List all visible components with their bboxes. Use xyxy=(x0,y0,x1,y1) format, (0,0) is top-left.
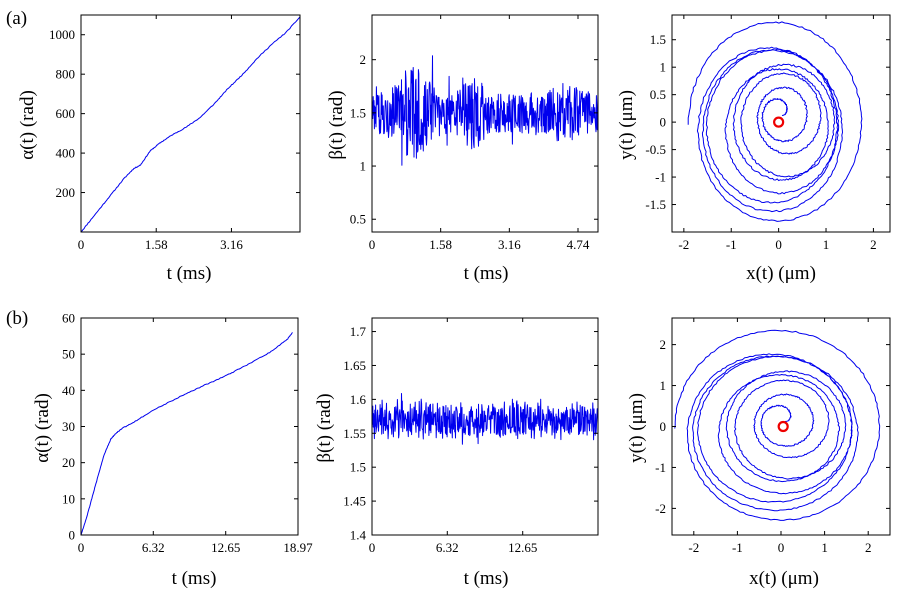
xlabel-b3: x(t) (μm) xyxy=(749,568,819,589)
xtick-label-b1-2: 12.65 xyxy=(211,540,240,555)
ytick-label-a1-2: 600 xyxy=(56,106,76,121)
ytick-label-b1-6: 60 xyxy=(62,311,75,326)
xtick-label-b3-3: 1 xyxy=(821,540,828,555)
xtick-label-a3-0: -2 xyxy=(678,237,689,252)
trajectory-plot-a: y(t) (μm) x(t) (μm) -2 -1 0 1 2 -1.5 -1 -0.5 0 0.… xyxy=(616,14,891,284)
ytick-label-b3-2: 0 xyxy=(660,419,667,434)
ylabel-a1: α(t) (rad) xyxy=(17,90,38,160)
xtick-label-a3-1: -1 xyxy=(726,237,737,252)
series-line-a1 xyxy=(81,16,300,232)
xtick-label-a3-2: 0 xyxy=(775,237,782,252)
ytick-label-a1-0: 200 xyxy=(56,185,76,200)
xtick-label-b1-3: 18.97 xyxy=(283,540,313,555)
ylabel-b2: β(t) (rad) xyxy=(314,393,335,462)
beta-plot-b: β(t) (rad) t (ms) 0 6.32 12.65 1.4 1.45 1.5 1.… xyxy=(314,317,599,589)
ytick-label-b3-0: -2 xyxy=(655,501,666,516)
trajectory-plot-b: y(t) (μm) x(t) (μm) -2 -1 0 1 2 -2 -1 0 1 2 xyxy=(626,317,891,589)
xtick-label-a2-0: 0 xyxy=(369,237,376,252)
ylabel-a3: y(t) (μm) xyxy=(616,90,637,160)
ytick-label-a1-1: 400 xyxy=(56,146,76,161)
ytick-label-a2-1: 1 xyxy=(360,159,367,174)
ytick-label-b3-1: -1 xyxy=(655,460,666,475)
xlabel-a1: t (ms) xyxy=(167,263,212,284)
xtick-label-a1-0: 0 xyxy=(78,237,85,252)
series-line-b2 xyxy=(372,393,598,445)
origin-marker-a3 xyxy=(773,116,785,128)
ytick-label-a3-0: -1.5 xyxy=(645,197,666,212)
xtick-label-b3-0: -2 xyxy=(688,540,699,555)
ytick-label-b1-1: 10 xyxy=(62,491,75,506)
ytick-label-b1-0: 0 xyxy=(69,528,76,543)
xlabel-a2: t (ms) xyxy=(464,263,509,284)
ytick-label-b1-3: 30 xyxy=(62,419,75,434)
alpha-plot-a: α(t) (rad) t (ms) 0 1.58 3.16 200 400 600 800 1… xyxy=(17,14,301,284)
axes-frame-a3 xyxy=(671,14,891,233)
xtick-label-b2-2: 12.65 xyxy=(508,540,537,555)
ytick-label-a3-1: -1 xyxy=(655,170,666,185)
axes-frame-a1 xyxy=(80,14,301,233)
ytick-label-b3-4: 2 xyxy=(660,337,667,352)
ytick-label-b1-4: 40 xyxy=(62,383,75,398)
ytick-label-b3-3: 1 xyxy=(660,378,667,393)
ytick-label-b2-4: 1.6 xyxy=(350,392,367,407)
xtick-label-b2-0: 0 xyxy=(369,540,376,555)
ytick-label-b2-3: 1.55 xyxy=(343,426,366,441)
ytick-label-a1-4: 1000 xyxy=(49,27,75,42)
series-line-b1 xyxy=(81,332,293,535)
xtick-label-a2-3: 4.74 xyxy=(567,237,590,252)
xtick-label-b3-4: 2 xyxy=(865,540,872,555)
axes-frame-b2 xyxy=(371,317,599,536)
panel-label-a: (a) xyxy=(6,8,27,29)
ylabel-b3: y(t) (μm) xyxy=(626,393,647,463)
xtick-label-a1-1: 1.58 xyxy=(145,237,168,252)
xtick-label-a2-1: 1.58 xyxy=(429,237,452,252)
xtick-label-b1-0: 0 xyxy=(78,540,85,555)
beta-plot-a: β(t) (rad) t (ms) 0 1.58 3.16 4.74 0.5 1 1.5 2 xyxy=(326,14,599,284)
ytick-label-a2-0: 0.5 xyxy=(350,212,366,227)
ytick-label-b2-1: 1.45 xyxy=(343,494,366,509)
axes-frame-a2 xyxy=(371,14,599,233)
xtick-label-b2-1: 6.32 xyxy=(436,540,459,555)
xlabel-b2: t (ms) xyxy=(464,568,509,589)
xtick-label-a2-2: 3.16 xyxy=(498,237,521,252)
xlabel-b1: t (ms) xyxy=(172,568,217,589)
ytick-label-b1-5: 50 xyxy=(62,347,75,362)
series-line-a3 xyxy=(687,21,863,222)
ytick-label-a3-4: 0.5 xyxy=(650,87,666,102)
ytick-label-b2-2: 1.5 xyxy=(350,460,366,475)
xtick-label-b3-1: -1 xyxy=(732,540,743,555)
ytick-label-a3-3: 0 xyxy=(660,115,667,130)
ytick-label-b2-0: 1.4 xyxy=(350,528,367,543)
ytick-label-b2-5: 1.65 xyxy=(343,358,366,373)
xtick-label-b1-1: 6.32 xyxy=(142,540,165,555)
ytick-label-a2-2: 1.5 xyxy=(350,105,366,120)
ylabel-a2: β(t) (rad) xyxy=(326,90,347,159)
alpha-plot-b: α(t) (rad) t (ms) 0 6.32 12.65 18.97 0 10 20 30… xyxy=(32,311,313,590)
xlabel-a3: x(t) (μm) xyxy=(746,263,816,284)
ylabel-b1: α(t) (rad) xyxy=(32,393,53,463)
origin-marker-b3 xyxy=(777,420,789,433)
ytick-label-a1-3: 800 xyxy=(56,67,76,82)
ytick-label-a3-5: 1 xyxy=(660,60,667,75)
series-line-b3 xyxy=(674,329,881,521)
axes-frame-b1 xyxy=(80,317,299,536)
xtick-label-b3-2: 0 xyxy=(778,540,785,555)
ytick-label-a3-2: -0.5 xyxy=(645,142,666,157)
xtick-label-a3-4: 2 xyxy=(870,237,877,252)
series-line-a2 xyxy=(372,55,598,166)
ytick-label-a2-3: 2 xyxy=(360,52,367,67)
panel-label-b: (b) xyxy=(6,308,28,329)
ytick-label-b1-2: 20 xyxy=(62,455,75,470)
xtick-label-a1-2: 3.16 xyxy=(220,237,243,252)
xtick-label-a3-3: 1 xyxy=(823,237,830,252)
ytick-label-a3-6: 1.5 xyxy=(650,32,666,47)
ytick-label-b2-6: 1.7 xyxy=(350,324,367,339)
